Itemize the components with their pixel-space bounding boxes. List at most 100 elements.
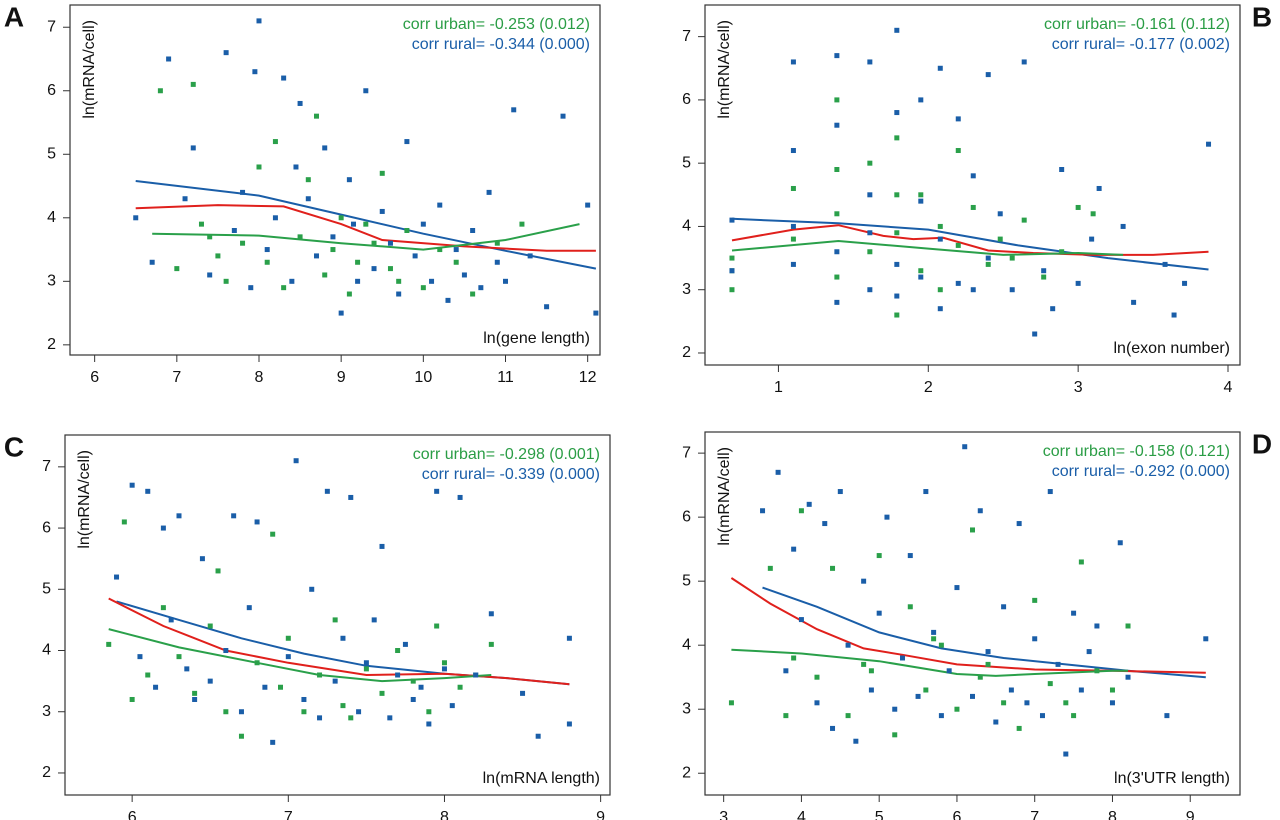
data-point bbox=[248, 285, 254, 291]
data-point bbox=[970, 693, 975, 699]
data-point bbox=[293, 458, 299, 464]
data-point bbox=[790, 223, 796, 229]
data-point bbox=[867, 160, 873, 166]
data-point bbox=[1206, 141, 1212, 147]
annotation: corr urban= -0.158 (0.121) bbox=[1043, 443, 1230, 460]
data-point bbox=[363, 660, 369, 666]
data-point bbox=[1024, 700, 1030, 706]
data-point bbox=[264, 247, 270, 253]
panel: 6 7 8 9 2 3 4 5 6 7 corr urban= -0.298 (0.001) corr… bbox=[4, 431, 611, 820]
y-tick-label: 7 bbox=[682, 28, 691, 45]
data-point bbox=[544, 304, 550, 310]
data-point bbox=[121, 519, 127, 525]
data-point bbox=[729, 268, 735, 274]
data-point bbox=[1182, 280, 1188, 286]
data-point bbox=[955, 116, 961, 122]
y-tick-label: 4 bbox=[682, 218, 691, 235]
data-point bbox=[174, 266, 180, 272]
data-point bbox=[918, 274, 924, 280]
x-tick-label: 9 bbox=[596, 809, 605, 820]
data-point bbox=[907, 553, 913, 559]
x-tick-label: 1 bbox=[774, 379, 783, 396]
data-point bbox=[585, 202, 591, 208]
data-point bbox=[437, 247, 443, 253]
data-point bbox=[767, 565, 773, 571]
x-tick-label: 9 bbox=[337, 369, 346, 386]
data-point bbox=[876, 610, 882, 616]
y-tick-label: 4 bbox=[42, 642, 51, 659]
data-point bbox=[441, 666, 447, 672]
data-point bbox=[867, 249, 873, 255]
data-point bbox=[396, 278, 402, 284]
y-tick-label: 6 bbox=[42, 519, 51, 536]
data-point bbox=[894, 135, 900, 141]
data-point bbox=[289, 278, 295, 284]
data-point bbox=[1041, 268, 1047, 274]
data-point bbox=[324, 488, 330, 494]
data-point bbox=[470, 227, 476, 233]
annotation: corr urban= -0.298 (0.001) bbox=[413, 446, 600, 463]
data-point bbox=[790, 148, 796, 154]
data-point bbox=[760, 508, 766, 514]
plot-frame bbox=[704, 4, 1241, 366]
data-point bbox=[470, 291, 476, 297]
trend-line bbox=[762, 586, 1206, 679]
data-point bbox=[355, 259, 361, 265]
data-point bbox=[166, 56, 172, 62]
data-point bbox=[114, 574, 120, 580]
data-point bbox=[806, 501, 812, 507]
plot-frame bbox=[704, 431, 1241, 796]
data-point bbox=[332, 678, 338, 684]
data-point bbox=[1125, 623, 1131, 629]
trend-line bbox=[730, 577, 1206, 674]
trend-line bbox=[135, 180, 597, 270]
data-point bbox=[977, 674, 983, 680]
data-point bbox=[184, 666, 190, 672]
data-point bbox=[868, 687, 874, 693]
data-point bbox=[790, 59, 796, 65]
data-point bbox=[566, 721, 572, 727]
y-tick-label: 2 bbox=[42, 764, 51, 781]
data-point bbox=[254, 660, 260, 666]
data-point bbox=[418, 684, 424, 690]
panel-label: B bbox=[1252, 1, 1272, 32]
panel: 3 4 5 6 7 8 9 2 3 4 5 6 7 corr urban= -0.158 (0.121) c… bbox=[682, 428, 1272, 820]
data-point bbox=[198, 221, 204, 227]
data-point bbox=[1117, 540, 1123, 546]
data-point bbox=[445, 297, 451, 303]
data-point bbox=[434, 623, 440, 629]
data-point bbox=[149, 259, 155, 265]
panel-label: C bbox=[4, 431, 24, 462]
data-point bbox=[207, 623, 213, 629]
data-point bbox=[207, 234, 213, 240]
data-point bbox=[160, 605, 166, 611]
data-point bbox=[1075, 204, 1081, 210]
data-point bbox=[192, 696, 198, 702]
data-point bbox=[488, 611, 494, 617]
data-point bbox=[449, 703, 455, 709]
data-point bbox=[338, 310, 344, 316]
data-point bbox=[894, 27, 900, 33]
trend-line bbox=[731, 217, 1209, 271]
data-point bbox=[272, 215, 278, 221]
data-point bbox=[1094, 668, 1100, 674]
data-point bbox=[783, 713, 789, 719]
data-point bbox=[798, 617, 804, 623]
x-tick-label: 7 bbox=[172, 369, 181, 386]
data-point bbox=[861, 661, 867, 667]
data-point bbox=[231, 227, 237, 233]
data-point bbox=[790, 185, 796, 191]
data-point bbox=[954, 585, 960, 591]
data-point bbox=[1001, 604, 1007, 610]
data-point bbox=[729, 217, 735, 223]
data-point bbox=[404, 139, 410, 145]
data-point bbox=[837, 489, 843, 495]
plot-frame bbox=[69, 4, 601, 356]
data-point bbox=[223, 709, 229, 715]
x-tick-label: 5 bbox=[875, 809, 884, 820]
data-point bbox=[106, 641, 112, 647]
data-point bbox=[1016, 521, 1022, 527]
data-point bbox=[985, 255, 991, 261]
data-point bbox=[1055, 661, 1061, 667]
data-point bbox=[420, 285, 426, 291]
